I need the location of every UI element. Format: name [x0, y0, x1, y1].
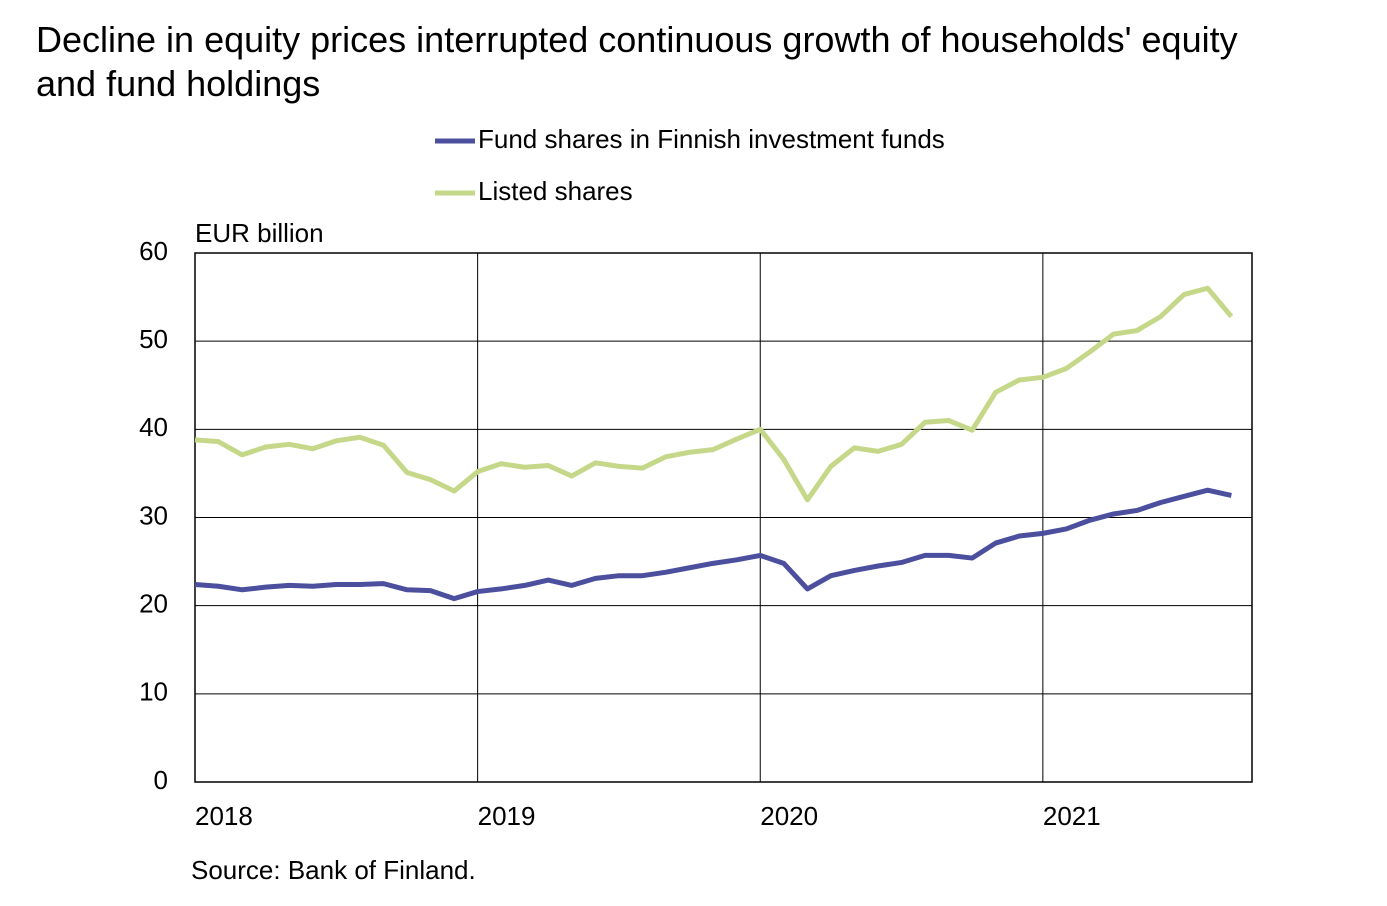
x-tick-label: 2018: [195, 801, 253, 831]
series-line: [194, 285, 1234, 503]
y-tick-label: 60: [139, 236, 168, 266]
source-note: Source: Bank of Finland.: [191, 855, 476, 885]
y-tick-label: 10: [139, 677, 168, 707]
y-tick-label: 30: [139, 500, 168, 530]
legend-label: Fund shares in Finnish investment funds: [478, 124, 945, 154]
series-line: [194, 487, 1232, 602]
y-tick-label: 20: [139, 589, 168, 619]
x-tick-label: 2020: [760, 801, 818, 831]
y-tick-label: 0: [154, 765, 168, 795]
legend-label: Listed shares: [478, 176, 633, 206]
y-axis-label: EUR billion: [195, 218, 324, 248]
y-tick-label: 40: [139, 412, 168, 442]
x-tick-label: 2021: [1043, 801, 1101, 831]
y-tick-label: 50: [139, 324, 168, 354]
plot-frame: [194, 252, 1253, 783]
x-tick-label: 2019: [478, 801, 536, 831]
chart-title: Decline in equity prices interrupted con…: [36, 19, 1238, 104]
